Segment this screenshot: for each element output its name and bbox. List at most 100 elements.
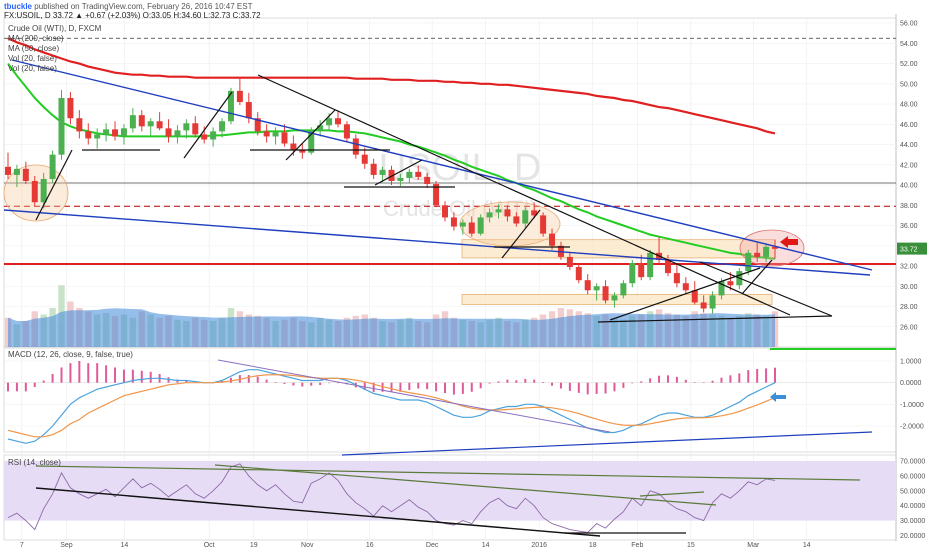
rsi-green-trend-3 bbox=[639, 491, 705, 497]
macd-histogram-bar bbox=[78, 361, 81, 383]
macd-histogram-bar bbox=[399, 382, 402, 392]
macd-histogram-bar bbox=[649, 378, 652, 383]
macd-histogram-bar bbox=[24, 382, 27, 392]
macd-tick-label: -1.0000 bbox=[900, 402, 924, 409]
legend-vol-2[interactable]: Vol (20, false) bbox=[8, 64, 57, 73]
candle-body bbox=[424, 176, 431, 185]
black-rise-6 bbox=[741, 259, 773, 295]
legend-ma200[interactable]: MA (200, close) bbox=[8, 34, 64, 43]
macd-histogram-bar bbox=[247, 375, 250, 383]
candle-body bbox=[245, 102, 252, 119]
x-tick-label: 19 bbox=[250, 542, 258, 549]
candle-body bbox=[629, 262, 636, 284]
legend-symbol[interactable]: Crude Oil (WTI), D, FXCM bbox=[8, 24, 102, 33]
macd-histogram-bar bbox=[131, 369, 134, 383]
candle-body bbox=[5, 166, 11, 175]
candle-body bbox=[620, 283, 627, 296]
candle-body bbox=[566, 256, 573, 268]
volume-average-area bbox=[8, 308, 775, 347]
rsi-green-trend-2 bbox=[214, 464, 717, 506]
candle-body bbox=[477, 217, 484, 234]
rsi-tick-label: 70.0000 bbox=[900, 458, 925, 465]
rsi-tick-label: 60.0000 bbox=[900, 473, 925, 480]
macd-histogram-bar bbox=[15, 382, 18, 392]
price-tick-label: 32.00 bbox=[900, 264, 918, 271]
black-rise-5 bbox=[501, 209, 541, 259]
candle-body bbox=[379, 169, 386, 175]
candle-body bbox=[76, 118, 83, 132]
price-tick-label: 54.00 bbox=[900, 41, 918, 48]
candle-body bbox=[459, 222, 466, 227]
macd-legend[interactable]: MACD (12, 26, close, 9, false, true) bbox=[8, 350, 133, 359]
rsi-legend[interactable]: RSI (14, close) bbox=[8, 458, 61, 467]
candle-body bbox=[647, 252, 654, 278]
x-tick-label: Sep bbox=[60, 542, 73, 549]
macd-histogram-bar bbox=[229, 377, 232, 383]
macd-histogram-bar bbox=[390, 382, 393, 392]
candle-body bbox=[85, 131, 92, 139]
macd-histogram-bar bbox=[372, 382, 375, 392]
candle-body bbox=[236, 90, 243, 103]
macd-histogram-bar bbox=[515, 380, 518, 383]
x-tick-label: 2016 bbox=[531, 542, 547, 549]
macd-histogram-bar bbox=[747, 370, 750, 383]
candle-body bbox=[504, 209, 511, 217]
macd-histogram-bar bbox=[274, 382, 277, 383]
macd-tick-label: 0.0000 bbox=[900, 380, 922, 387]
macd-histogram-bar bbox=[702, 382, 705, 383]
legend-vol-1[interactable]: Vol (20, false) bbox=[8, 54, 57, 63]
candle-body bbox=[664, 259, 671, 274]
x-tick-label: 16 bbox=[366, 542, 374, 549]
macd-histogram-bar bbox=[426, 382, 429, 390]
x-tick-label: 7 bbox=[20, 542, 24, 549]
macd-histogram-bar bbox=[60, 367, 63, 383]
black-wedge-base bbox=[597, 315, 833, 323]
candle-body bbox=[343, 124, 350, 139]
black-rise-2 bbox=[183, 91, 233, 159]
candle-body bbox=[227, 90, 234, 122]
candle-body bbox=[201, 134, 208, 140]
candle-body bbox=[673, 273, 680, 284]
macd-histogram-bar bbox=[756, 369, 759, 383]
price-tick-label: 36.00 bbox=[900, 223, 918, 230]
candle-body bbox=[22, 168, 29, 181]
candle-body bbox=[575, 267, 582, 281]
candle-body bbox=[540, 215, 547, 234]
watermark-name: Crude Oil (WTI) bbox=[383, 196, 537, 221]
author-link[interactable]: tbuckle bbox=[4, 2, 33, 11]
macd-histogram-bar bbox=[7, 382, 9, 392]
macd-histogram-bar bbox=[488, 382, 491, 384]
macd-histogram-bar bbox=[328, 382, 331, 384]
macd-histogram-bar bbox=[684, 379, 687, 383]
candle-body bbox=[415, 171, 422, 177]
candle-body bbox=[754, 252, 761, 257]
macd-histogram-bar bbox=[738, 373, 741, 383]
candle-body bbox=[549, 233, 556, 246]
macd-histogram-bar bbox=[444, 382, 447, 394]
candle-body bbox=[290, 143, 297, 150]
macd-histogram-bar bbox=[301, 382, 304, 387]
macd-histogram-bar bbox=[604, 382, 607, 394]
macd-histogram-bar bbox=[87, 363, 90, 383]
macd-histogram-bar bbox=[96, 363, 99, 383]
candle-body bbox=[254, 118, 261, 132]
published-text: published on TradingView.com, February 2… bbox=[34, 2, 253, 11]
macd-histogram-bar bbox=[185, 380, 188, 383]
candle-body bbox=[67, 97, 74, 119]
price-tick-label: 38.00 bbox=[900, 203, 918, 210]
macd-histogram-bar bbox=[292, 382, 295, 386]
candle-body bbox=[272, 132, 279, 137]
candle-body bbox=[450, 217, 457, 227]
candle-body bbox=[745, 252, 752, 272]
candle-body bbox=[317, 125, 324, 131]
macd-histogram-bar bbox=[774, 367, 776, 383]
macd-histogram-bar bbox=[613, 382, 616, 392]
black-downtrend bbox=[257, 74, 791, 316]
blue-downtrend-lower bbox=[3, 209, 871, 276]
legend-ma50[interactable]: MA (50, close) bbox=[8, 44, 60, 53]
macd-histogram-bar bbox=[114, 367, 117, 383]
rsi-tick-label: 40.0000 bbox=[900, 503, 925, 510]
macd-histogram-bar bbox=[631, 382, 634, 384]
signal-line bbox=[7, 373, 776, 438]
